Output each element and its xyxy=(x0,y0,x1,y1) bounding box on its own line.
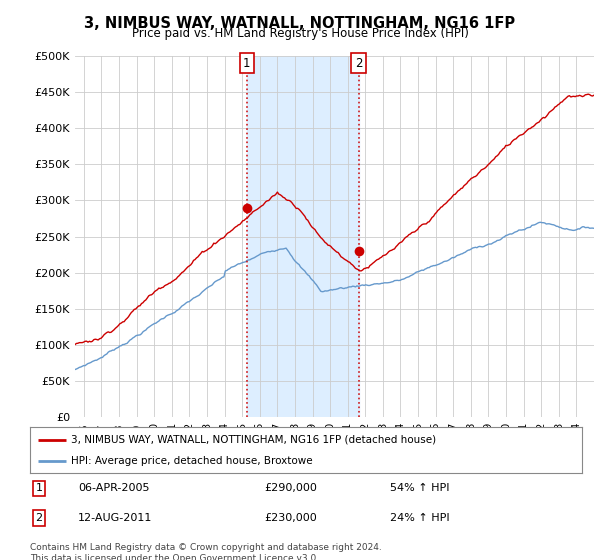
Text: Contains HM Land Registry data © Crown copyright and database right 2024.
This d: Contains HM Land Registry data © Crown c… xyxy=(30,543,382,560)
Text: £230,000: £230,000 xyxy=(264,513,317,523)
Bar xyxy=(247,56,359,417)
Text: 24% ↑ HPI: 24% ↑ HPI xyxy=(390,513,449,523)
Text: 54% ↑ HPI: 54% ↑ HPI xyxy=(390,483,449,493)
Text: 06-APR-2005: 06-APR-2005 xyxy=(78,483,149,493)
Text: 1: 1 xyxy=(243,57,251,70)
Text: 3, NIMBUS WAY, WATNALL, NOTTINGHAM, NG16 1FP (detached house): 3, NIMBUS WAY, WATNALL, NOTTINGHAM, NG16… xyxy=(71,435,437,445)
Text: 12-AUG-2011: 12-AUG-2011 xyxy=(78,513,152,523)
Text: 2: 2 xyxy=(35,513,43,523)
Text: 3, NIMBUS WAY, WATNALL, NOTTINGHAM, NG16 1FP: 3, NIMBUS WAY, WATNALL, NOTTINGHAM, NG16… xyxy=(85,16,515,31)
Text: 1: 1 xyxy=(35,483,43,493)
Text: Price paid vs. HM Land Registry's House Price Index (HPI): Price paid vs. HM Land Registry's House … xyxy=(131,27,469,40)
Text: £290,000: £290,000 xyxy=(264,483,317,493)
Text: 2: 2 xyxy=(355,57,362,70)
Text: HPI: Average price, detached house, Broxtowe: HPI: Average price, detached house, Brox… xyxy=(71,456,313,466)
